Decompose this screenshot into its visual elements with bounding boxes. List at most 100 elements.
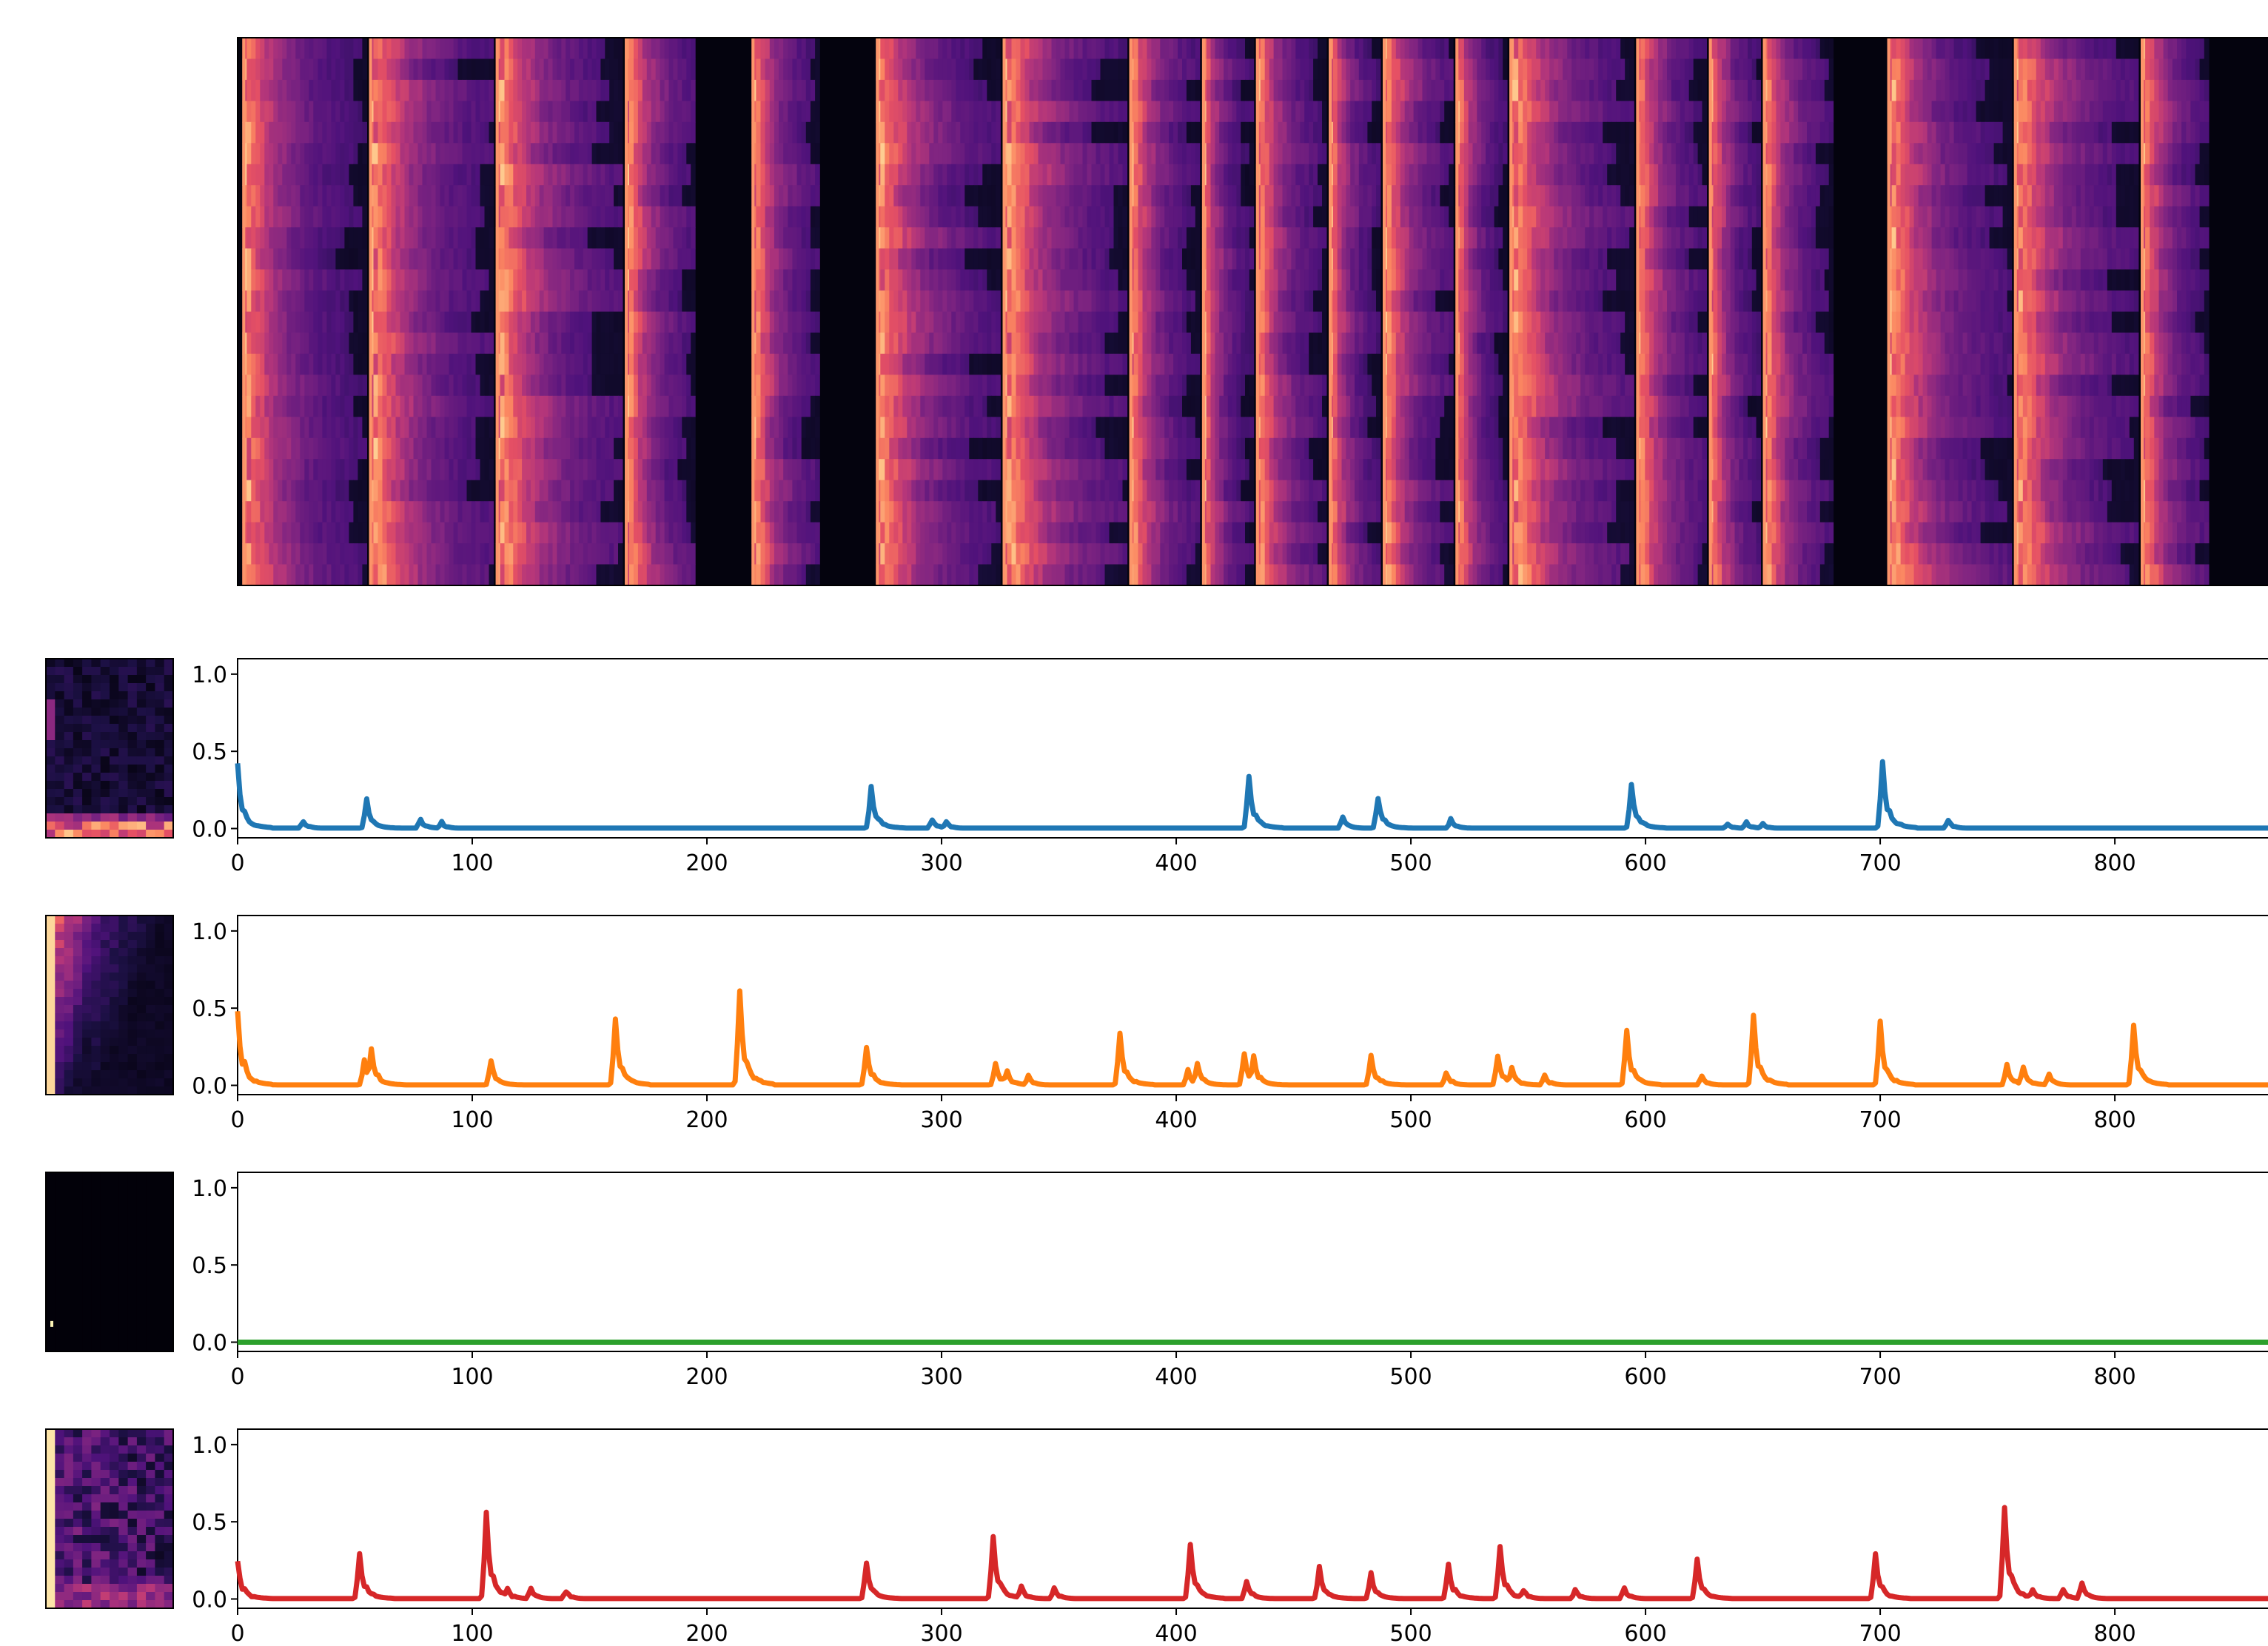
spectrogram-cell bbox=[1155, 543, 1161, 565]
spectrogram-cell bbox=[682, 164, 687, 186]
spectrogram-cell bbox=[691, 206, 696, 228]
spectrogram-cell bbox=[1104, 395, 1110, 417]
spectrogram-cell bbox=[920, 121, 925, 144]
spectrogram-cell bbox=[774, 332, 779, 355]
spectrogram-cell bbox=[349, 248, 354, 270]
spectrogram-cell bbox=[1011, 501, 1017, 523]
spectrogram-cell bbox=[373, 248, 379, 270]
spectrogram-cell bbox=[462, 58, 468, 81]
spectrogram-cell bbox=[335, 522, 340, 544]
spectrogram-cell bbox=[889, 353, 894, 375]
spectrogram-cell bbox=[1147, 248, 1152, 270]
spectrogram-cell bbox=[942, 395, 947, 417]
spectrogram-cell bbox=[779, 417, 784, 439]
spectrogram-cell bbox=[1142, 248, 1147, 270]
spectrogram-cell bbox=[1016, 227, 1021, 249]
spectrogram-cell bbox=[987, 353, 992, 375]
spectrogram-cell bbox=[246, 480, 252, 502]
spectrogram-cell bbox=[373, 312, 379, 334]
spectrogram-cell bbox=[902, 38, 907, 60]
spectrogram-cell bbox=[1060, 101, 1066, 123]
spectrogram-cell bbox=[1169, 353, 1174, 375]
spectrogram-cell bbox=[548, 353, 553, 375]
spectrogram-cell bbox=[489, 374, 494, 397]
spectrogram-cell bbox=[526, 459, 531, 481]
spectrogram-cell bbox=[260, 543, 265, 565]
spectrogram-cell bbox=[1078, 332, 1084, 355]
spectrogram-cell bbox=[413, 374, 419, 397]
spectrogram-cell bbox=[373, 206, 379, 228]
spectrogram-cell bbox=[453, 38, 459, 60]
spectrogram-cell bbox=[404, 543, 410, 565]
spectrogram-cell bbox=[462, 501, 468, 523]
spectrogram-cell bbox=[349, 38, 354, 60]
spectrogram-cell bbox=[291, 227, 296, 249]
spectrogram-cell bbox=[444, 312, 450, 334]
spectrogram-cell bbox=[409, 101, 415, 123]
spectrogram-cell bbox=[431, 395, 437, 417]
spectrogram-cell bbox=[889, 79, 894, 101]
spectrogram-cell bbox=[1236, 143, 1241, 165]
spectrogram-cell bbox=[634, 480, 639, 502]
spectrogram-cell bbox=[426, 206, 432, 228]
spectrogram-cell bbox=[978, 58, 983, 81]
spectrogram-cell bbox=[951, 248, 956, 270]
spectrogram-cell bbox=[1118, 312, 1124, 334]
spectrogram-cell bbox=[548, 374, 553, 397]
spectrogram-cell bbox=[1104, 206, 1110, 228]
spectrogram-cell bbox=[686, 437, 691, 460]
spectrogram-cell bbox=[634, 79, 639, 101]
spectrogram-cell bbox=[893, 564, 899, 586]
spectrogram-cell bbox=[1190, 38, 1196, 60]
spectrogram-cell bbox=[417, 206, 423, 228]
spectrogram-cell bbox=[1060, 58, 1066, 81]
spectrogram-cell bbox=[964, 459, 970, 481]
spectrogram-cell bbox=[453, 269, 459, 292]
spectrogram-cell bbox=[788, 501, 793, 523]
spectrogram-cell bbox=[1178, 417, 1183, 439]
spectrogram-cell bbox=[1178, 227, 1183, 249]
spectrogram-cell bbox=[677, 185, 682, 207]
spectrogram-cell bbox=[404, 38, 410, 60]
spectrogram-cell bbox=[642, 543, 648, 565]
spectrogram-cell bbox=[449, 248, 454, 270]
spectrogram-cell bbox=[1087, 248, 1093, 270]
spectrogram-cell bbox=[1122, 480, 1128, 502]
spectrogram-cell bbox=[1016, 248, 1021, 270]
spectrogram-cell bbox=[929, 38, 934, 60]
spectrogram-cell bbox=[969, 395, 974, 417]
spectrogram-cell bbox=[920, 290, 925, 312]
spectrogram-cell bbox=[907, 101, 912, 123]
spectrogram-cell bbox=[1195, 206, 1201, 228]
spectrogram-cell bbox=[1016, 164, 1021, 186]
spectrogram-cell bbox=[304, 437, 309, 460]
spectrogram-cell bbox=[471, 332, 477, 355]
spectrogram-cell bbox=[386, 38, 392, 60]
spectrogram-cell bbox=[907, 269, 912, 292]
spectrogram-cell bbox=[920, 164, 925, 186]
spectrogram-cell bbox=[885, 227, 890, 249]
spectrogram-cell bbox=[386, 459, 392, 481]
spectrogram-cell bbox=[1024, 79, 1030, 101]
spectrogram-cell bbox=[1138, 58, 1143, 81]
spectrogram-cell bbox=[1138, 227, 1143, 249]
spectrogram-cell bbox=[344, 58, 349, 81]
spectrogram-cell bbox=[475, 79, 481, 101]
spectrogram-cell bbox=[475, 353, 481, 375]
spectrogram-cell bbox=[902, 121, 907, 144]
spectrogram-cell bbox=[386, 248, 392, 270]
spectrogram-cell bbox=[1007, 437, 1013, 460]
spectrogram-cell bbox=[278, 143, 283, 165]
spectrogram-cell bbox=[929, 206, 934, 228]
spectrogram-cell bbox=[246, 459, 252, 481]
spectrogram-cell bbox=[1232, 38, 1237, 60]
spectrogram-cell bbox=[578, 185, 584, 207]
spectrogram-cell bbox=[783, 206, 788, 228]
spectrogram-cell bbox=[453, 395, 459, 417]
spectrogram-cell bbox=[978, 269, 983, 292]
spectrogram-cell bbox=[1016, 543, 1021, 565]
spectrogram-cell bbox=[1151, 269, 1156, 292]
spectrogram-cell bbox=[655, 248, 661, 270]
spectrogram-cell bbox=[783, 437, 788, 460]
spectrogram-cell bbox=[309, 121, 314, 144]
